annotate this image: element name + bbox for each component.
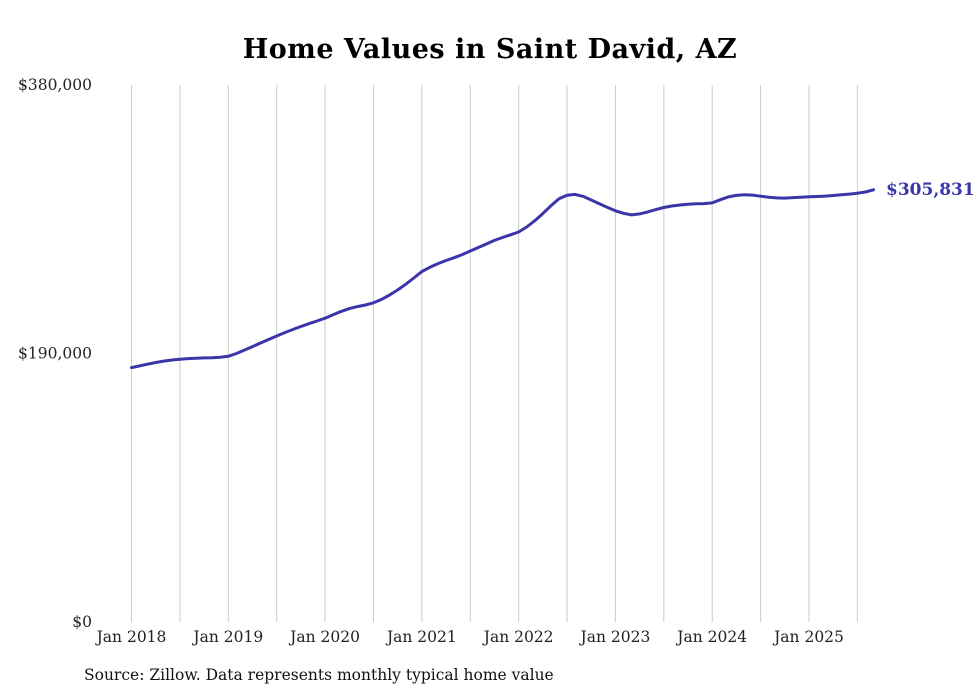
latest-value-label: $305,831 [886,179,975,200]
x-axis-tick-label: Jan 2018 [95,628,167,646]
chart-title: Home Values in Saint David, AZ [242,34,738,65]
x-axis-tick-label: Jan 2019 [191,628,263,646]
x-axis-tick-label: Jan 2024 [675,628,747,646]
home-value-line [130,188,875,370]
y-axis-tick-label: $0 [72,613,92,631]
x-axis-tick-label: Jan 2023 [579,628,651,646]
x-axis-tick-label: Jan 2025 [772,628,844,646]
source-note: Source: Zillow. Data represents monthly … [84,666,554,684]
x-axis-tick-label: Jan 2020 [288,628,360,646]
x-axis-tick-label: Jan 2021 [385,628,457,646]
y-axis-tick-label: $190,000 [18,345,92,363]
y-axis-tick-label: $380,000 [18,76,92,94]
x-axis-tick-label: Jan 2022 [482,628,554,646]
